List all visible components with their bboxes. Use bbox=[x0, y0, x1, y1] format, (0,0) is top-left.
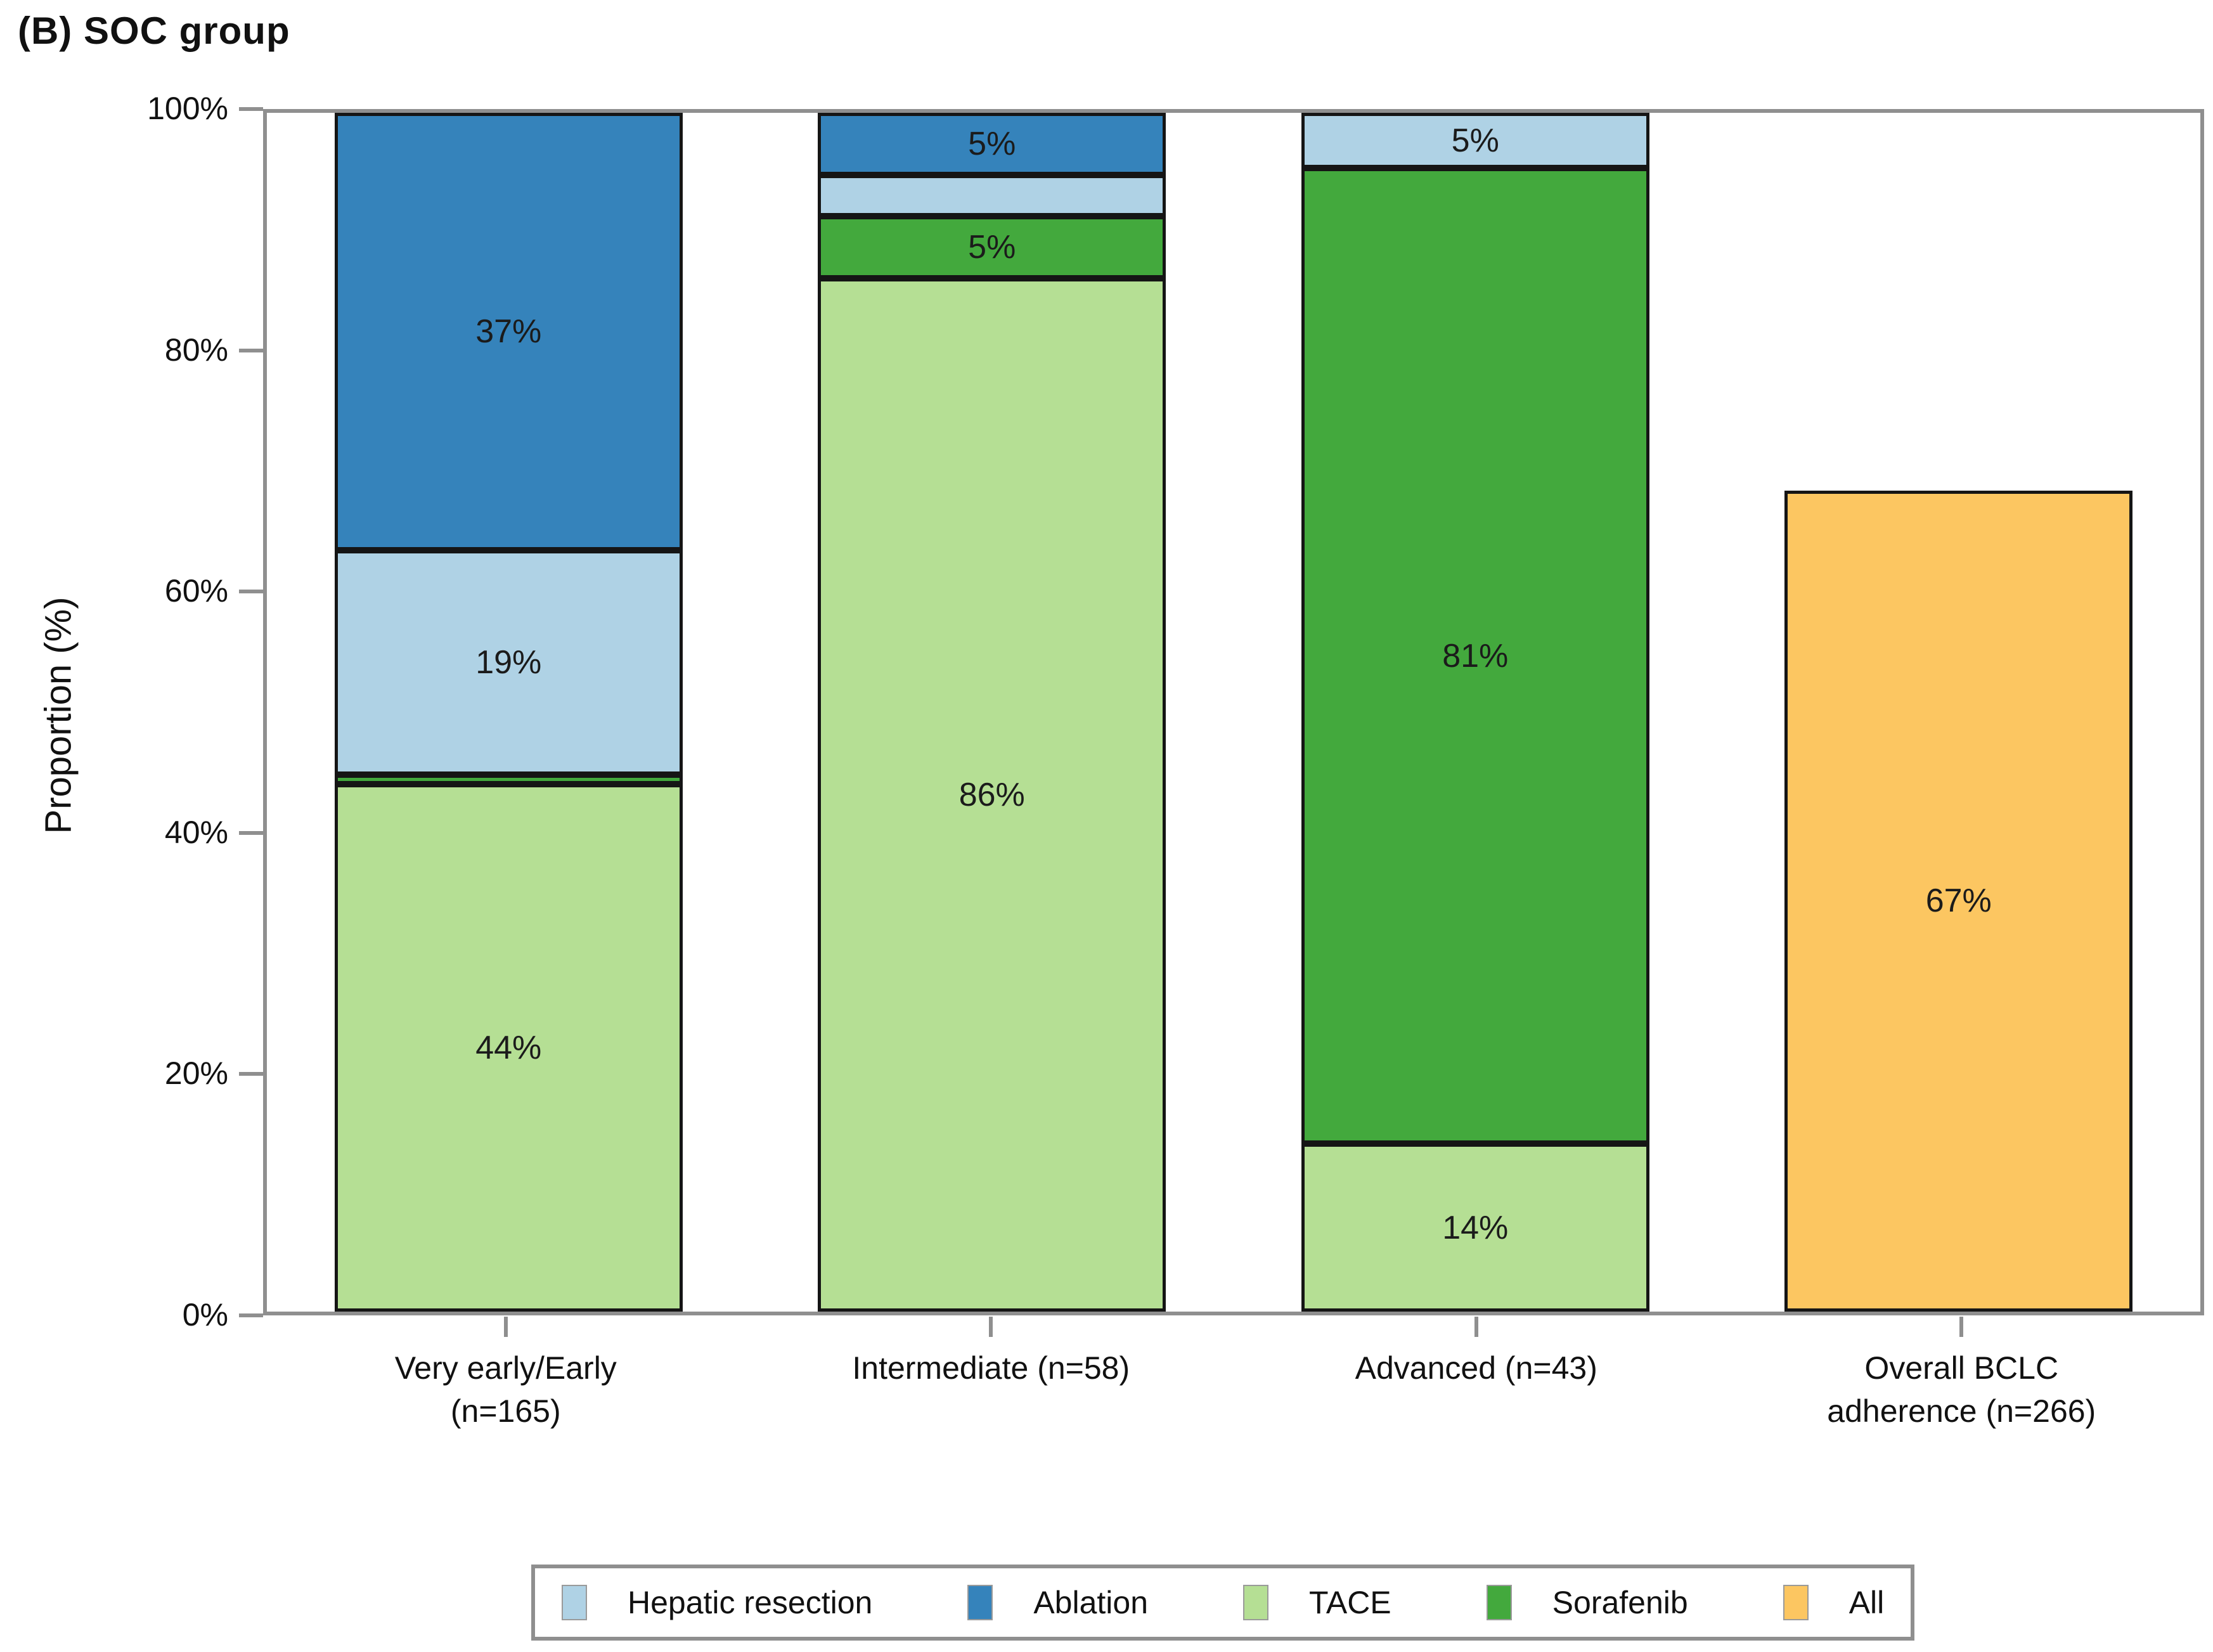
x-tick-mark bbox=[989, 1317, 993, 1337]
x-tick-mark bbox=[1474, 1317, 1478, 1337]
legend-swatch-icon bbox=[967, 1585, 993, 1620]
legend-item: Hepatic resection bbox=[562, 1584, 872, 1621]
stacked-bar: 86% 5% 5% bbox=[818, 113, 1166, 1312]
legend-item: Sorafenib bbox=[1486, 1584, 1688, 1621]
bar-slot: 14% 81% 5% bbox=[1234, 113, 1717, 1312]
legend: Hepatic resection Ablation TACE Sorafenib Al… bbox=[531, 1565, 1915, 1641]
legend-label: All bbox=[1848, 1585, 1885, 1620]
bar-slot: 44% 19% 37% bbox=[267, 113, 751, 1312]
bar-segment: 5% bbox=[818, 113, 1166, 176]
x-tick-mark bbox=[503, 1317, 508, 1337]
legend-swatch-icon bbox=[1486, 1585, 1512, 1620]
legend-item: TACE bbox=[1243, 1584, 1391, 1621]
legend-item: Ablation bbox=[967, 1584, 1148, 1621]
y-tick-label: 80% bbox=[164, 332, 228, 368]
bar-segment: 67% bbox=[1784, 490, 2133, 1312]
legend-label: Ablation bbox=[1033, 1585, 1149, 1620]
y-tick-label: 40% bbox=[164, 814, 228, 850]
y-tick-mark bbox=[239, 107, 263, 111]
y-tick-label: 20% bbox=[164, 1055, 228, 1092]
bar-segment: 81% bbox=[1301, 168, 1649, 1144]
x-tick-label: Intermediate (n=58) bbox=[852, 1350, 1130, 1386]
y-tick-mark bbox=[239, 348, 263, 352]
legend-label: Hepatic resection bbox=[628, 1585, 873, 1620]
bar-segment: 5% bbox=[1301, 113, 1649, 168]
stacked-bar: 14% 81% 5% bbox=[1301, 113, 1649, 1312]
y-tick-label: 100% bbox=[147, 91, 228, 126]
y-tick-mark bbox=[239, 830, 263, 835]
bar-segment bbox=[818, 175, 1166, 216]
bar-segment: 86% bbox=[818, 278, 1166, 1312]
x-tick-label: Very early/Early (n=165) bbox=[394, 1350, 617, 1429]
bar-segment: 19% bbox=[334, 550, 683, 775]
y-tick-mark bbox=[239, 1313, 263, 1317]
bar-slot: 67% bbox=[1717, 113, 2201, 1312]
stacked-bar: 67% bbox=[1784, 113, 2133, 1312]
legend-label: Sorafenib bbox=[1552, 1585, 1688, 1620]
legend-label: TACE bbox=[1309, 1585, 1391, 1620]
bar-slot: 86% 5% 5% bbox=[751, 113, 1234, 1312]
plot-area: 44% 19% 37% 86% 5% 5% 14% 81% 5% 67% bbox=[263, 109, 2204, 1315]
y-tick-mark bbox=[239, 1072, 263, 1076]
chart-title: (B) SOC group bbox=[18, 10, 290, 52]
bar-segment: 5% bbox=[818, 216, 1166, 278]
legend-item: All bbox=[1783, 1584, 1885, 1621]
y-tick-label: 0% bbox=[182, 1297, 228, 1333]
x-tick-label: Overall BCLC adherence (n=266) bbox=[1827, 1350, 2096, 1429]
bar-segment bbox=[334, 774, 683, 784]
legend-swatch-icon bbox=[562, 1585, 587, 1620]
y-tick-label: 60% bbox=[164, 573, 228, 609]
stacked-bar: 44% 19% 37% bbox=[334, 113, 683, 1312]
y-tick-mark bbox=[239, 590, 263, 594]
bar-segment: 44% bbox=[334, 784, 683, 1312]
x-axis-labels: Very early/Early (n=165) Intermediate (n=… bbox=[263, 1347, 2204, 1433]
x-tick-mark bbox=[1959, 1317, 1964, 1337]
bar-segment: 14% bbox=[1301, 1144, 1649, 1312]
legend-swatch-icon bbox=[1243, 1585, 1269, 1620]
x-tick-label: Advanced (n=43) bbox=[1355, 1350, 1597, 1386]
bar-segment: 37% bbox=[334, 113, 683, 551]
legend-swatch-icon bbox=[1783, 1585, 1809, 1620]
bars-container: 44% 19% 37% 86% 5% 5% 14% 81% 5% 67% bbox=[267, 113, 2200, 1312]
